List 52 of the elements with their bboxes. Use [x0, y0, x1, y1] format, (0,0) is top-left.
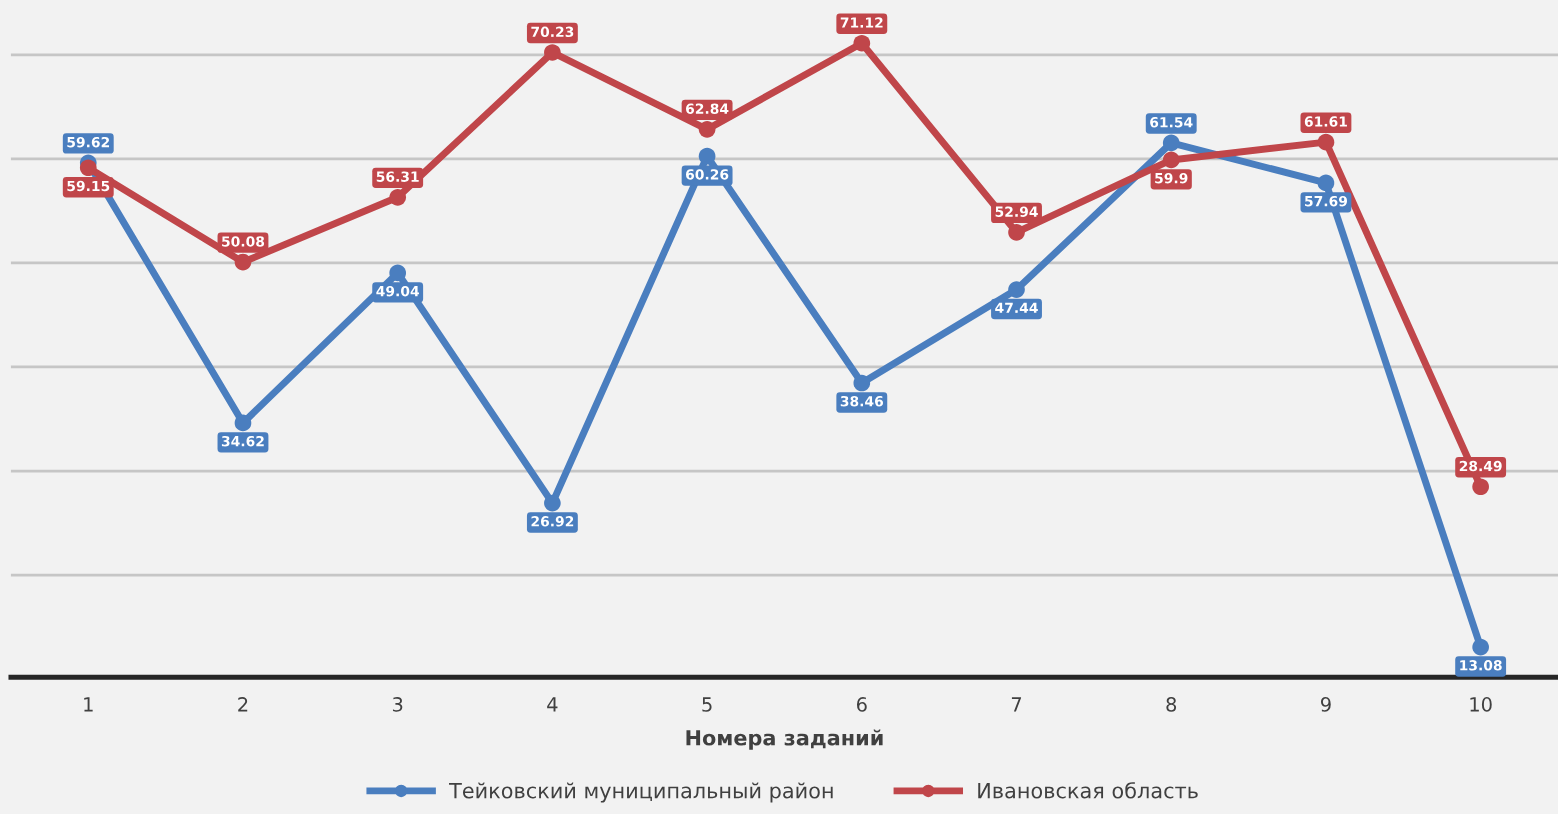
- data-label: 52.94: [995, 206, 1038, 217]
- x-tick-label: 7: [1011, 697, 1022, 712]
- data-label: 59.15: [67, 180, 110, 192]
- point: [544, 44, 561, 61]
- point: [1162, 134, 1180, 152]
- x-tick-label: 5: [702, 697, 712, 712]
- point: [389, 188, 407, 206]
- data-label: 34.62: [221, 435, 264, 447]
- point: [1317, 133, 1335, 151]
- data-label: 61.61: [1304, 116, 1347, 127]
- x-tick-label: 6: [856, 697, 867, 712]
- point: [1472, 638, 1489, 656]
- data-label: 62.84: [685, 103, 729, 114]
- x-tick-label: 3: [392, 697, 403, 712]
- point: [698, 121, 716, 138]
- point: [1008, 281, 1025, 298]
- legend-label: Тейковский муниципальный район: [449, 782, 833, 803]
- x-axis-title: Номера заданий: [686, 729, 883, 750]
- data-label: 70.23: [531, 26, 574, 38]
- data-label: 71.12: [840, 17, 883, 28]
- data-label: 26.92: [531, 516, 574, 527]
- point: [544, 494, 561, 512]
- x-tick-label: 10: [1470, 697, 1492, 712]
- data-label: 56.31: [376, 171, 419, 182]
- point: [698, 147, 716, 165]
- point: [234, 414, 252, 432]
- point: [1162, 151, 1180, 169]
- point: [1472, 478, 1489, 496]
- data-label: 59.62: [67, 136, 110, 148]
- data-label: 38.46: [840, 395, 884, 407]
- data-label: 49.04: [376, 285, 420, 297]
- data-label: 57.69: [1305, 195, 1348, 207]
- point: [1317, 174, 1335, 192]
- data-label: 28.49: [1459, 460, 1502, 472]
- x-tick-label: 9: [1320, 697, 1331, 712]
- data-label: 50.08: [222, 236, 265, 247]
- data-label: 59.9: [1155, 172, 1188, 184]
- point: [234, 253, 252, 271]
- point: [853, 34, 871, 52]
- x-tick-label: 8: [1166, 697, 1177, 712]
- point: [389, 264, 407, 282]
- point: [853, 374, 871, 392]
- x-tick-label: 2: [238, 697, 248, 712]
- x-tick-label: 1: [84, 697, 93, 712]
- data-label: 13.08: [1460, 660, 1502, 671]
- data-label: 61.54: [1150, 116, 1193, 128]
- point: [1008, 224, 1025, 241]
- data-label: 60.26: [685, 169, 729, 180]
- point: [79, 159, 97, 177]
- legend-label: Ивановская область: [978, 781, 1198, 799]
- x-tick-label: 4: [547, 697, 558, 712]
- data-label: 47.44: [995, 302, 1038, 313]
